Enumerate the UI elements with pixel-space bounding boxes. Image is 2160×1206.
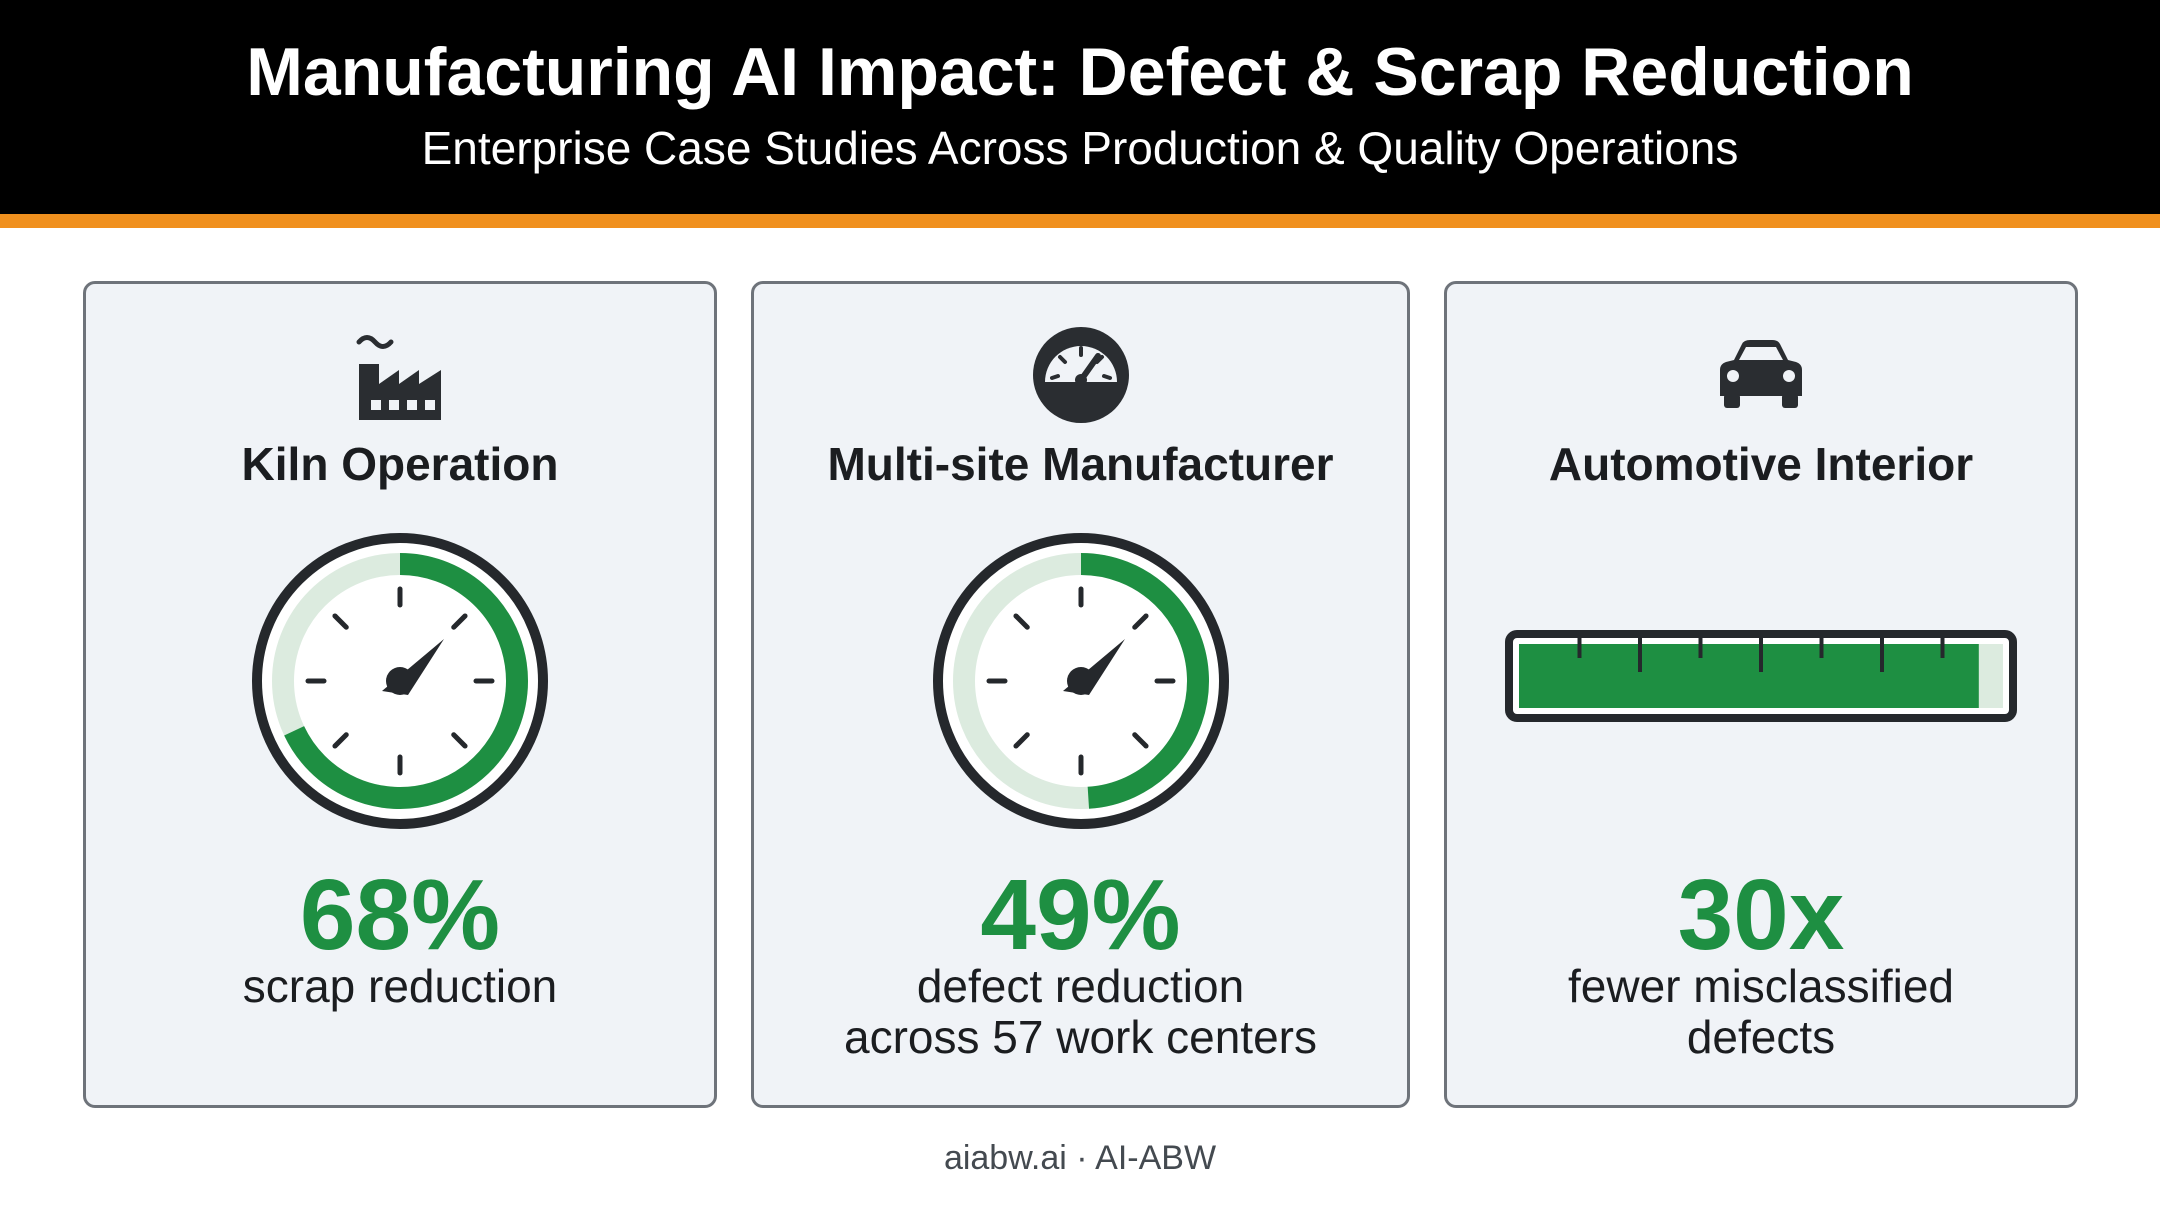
gauge-tick [1012, 613, 1030, 630]
gauge-progress-arc [284, 553, 528, 809]
card-title: Automotive Interior [1548, 438, 1974, 490]
card-title: Kiln Operation [241, 438, 559, 490]
metric-description: defect reduction across 57 work centers [754, 961, 1407, 1063]
metric-description-text: scrap reduction [242, 960, 558, 1012]
gauge-tick [332, 732, 349, 749]
misclassification-meter [1505, 630, 2017, 722]
gauge-progress-arc [1080, 553, 1209, 809]
case-card-automotive-interior: Automotive Interior 30x fewer misclassif… [1444, 281, 2078, 1108]
scrap-gauge [252, 533, 548, 829]
gauge-tick [1131, 732, 1149, 749]
gauge-tick [1131, 613, 1149, 630]
factory-icon [356, 335, 441, 420]
meter-fill [1519, 644, 1979, 708]
page-subtitle: Enterprise Case Studies Across Productio… [421, 122, 1739, 174]
metric-value: 49% [980, 859, 1181, 971]
footer-credit: aiabw.ai · AI-ABW [943, 1139, 1217, 1177]
accent-divider [0, 214, 2160, 228]
metric-value: 68% [299, 859, 501, 971]
metric-description: scrap reduction [86, 961, 714, 1012]
gauge-hub [1066, 667, 1095, 695]
metric-description-text: fewer misclassified defects [1568, 960, 1954, 1063]
header-banner [0, 0, 2160, 214]
gauge-tick [451, 732, 468, 749]
metric-description-text: defect reduction across 57 work centers [844, 960, 1317, 1063]
gauge-tick [451, 613, 468, 630]
gauge-tick [332, 613, 349, 630]
case-card-multi-site-manufacturer: Multi-site Manufacturer 49% defect reduc… [751, 281, 1410, 1108]
gauge-hub [386, 667, 414, 695]
metric-description: fewer misclassified defects [1447, 961, 2075, 1063]
car-icon [1720, 340, 1802, 408]
metric-value: 30x [1677, 859, 1845, 971]
speedometer-icon [1032, 327, 1129, 423]
case-card-kiln-operation: Kiln Operation 68% scrap reduction [83, 281, 717, 1108]
gauge-tick [1012, 732, 1030, 749]
page-title: Manufacturing AI Impact: Defect & Scrap … [246, 34, 1914, 110]
card-title: Multi-site Manufacturer [827, 438, 1334, 490]
defect-gauge [932, 533, 1229, 829]
